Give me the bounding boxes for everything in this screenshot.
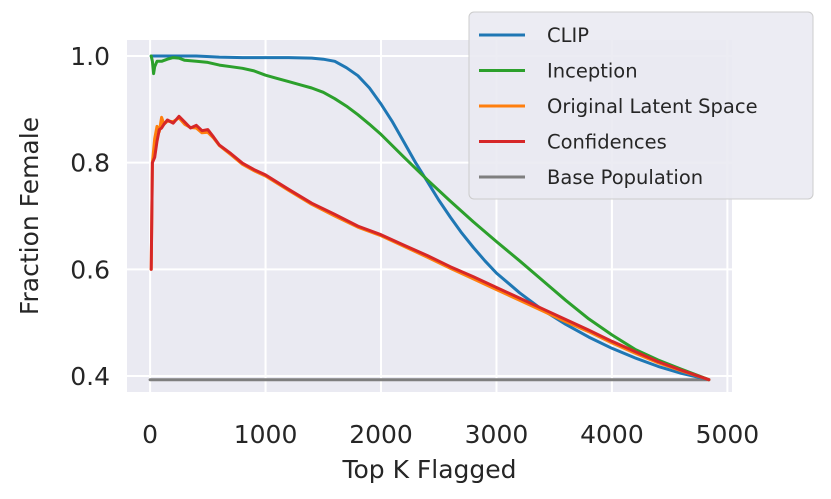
series-layer [148, 54, 711, 382]
y-axis-ticks: 0.4 0.6 0.8 1.0 [70, 42, 110, 391]
x-tick-label: 3000 [465, 420, 529, 449]
legend-label: Base Population [547, 166, 703, 189]
y-tick-label: 1.0 [70, 42, 110, 71]
series-line-inception [149, 54, 711, 382]
legend-label: Original Latent Space [547, 95, 758, 118]
y-axis-label: Fraction Female [15, 117, 44, 315]
legend-label: CLIP [547, 24, 589, 47]
legend-label: Confidences [547, 131, 667, 154]
x-axis-label: Top K Flagged [341, 455, 516, 484]
y-tick-label: 0.6 [70, 255, 110, 284]
x-tick-label: 5000 [696, 420, 760, 449]
series-line-confidences [149, 114, 711, 382]
x-tick-label: 1000 [234, 420, 298, 449]
x-axis-ticks: 0 1000 2000 3000 4000 5000 [142, 420, 759, 449]
x-tick-label: 0 [142, 420, 158, 449]
legend: CLIP Inception Original Latent Space Confid… [468, 11, 814, 200]
y-tick-label: 0.8 [70, 149, 110, 178]
y-tick-label: 0.4 [70, 362, 110, 391]
legend-label: Inception [547, 60, 638, 83]
x-tick-label: 4000 [580, 420, 644, 449]
legend-box [468, 11, 814, 200]
series-line-clip [149, 54, 711, 382]
x-tick-label: 2000 [349, 420, 413, 449]
